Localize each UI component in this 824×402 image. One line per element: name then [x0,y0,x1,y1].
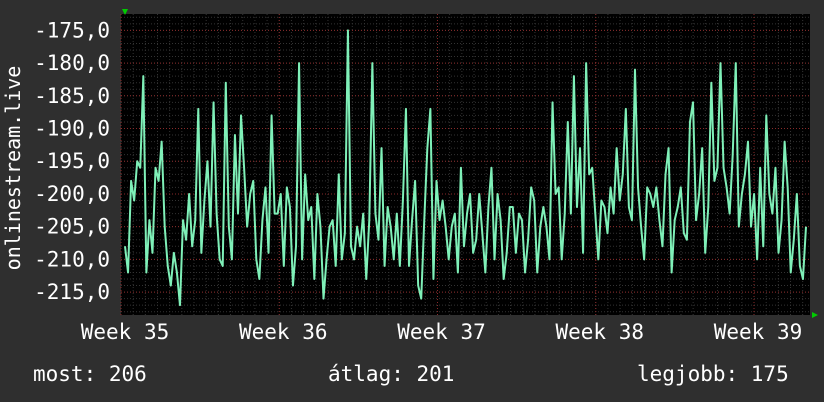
y-tick-label: -190,0 [34,117,110,141]
x-tick-label: Week 37 [397,320,486,344]
major-gridlines-vertical [120,14,755,315]
x-tick-label: Week 39 [714,320,803,344]
y-axis-arrow [122,9,128,15]
x-tick-labels: Week 35 Week 36 Week 37 Week 38 Week 39 [81,320,803,344]
y-axis-label: onlinestream.live [1,66,25,271]
stat-current: most: 206 [33,362,147,386]
x-tick-label: Week 35 [81,320,170,344]
y-tick-labels: -175,0 -180,0 -185,0 -190,0 -195,0 -200,0 -205… [34,18,110,304]
stat-average: átlag: 201 [328,362,455,386]
y-tick-label: -180,0 [34,51,110,75]
y-tick-label: -195,0 [34,149,110,173]
series-line [124,29,807,307]
y-tick-label: -215,0 [34,280,110,304]
y-tick-label: -200,0 [34,182,110,206]
y-tick-label: -175,0 [34,18,110,42]
y-tick-label: -205,0 [34,215,110,239]
stat-best: legjobb: 175 [637,362,789,386]
y-tick-label: -210,0 [34,247,110,271]
x-axis-arrow [812,312,818,318]
x-tick-label: Week 38 [555,320,644,344]
x-tick-label: Week 36 [239,320,328,344]
y-tick-label: -185,0 [34,84,110,108]
